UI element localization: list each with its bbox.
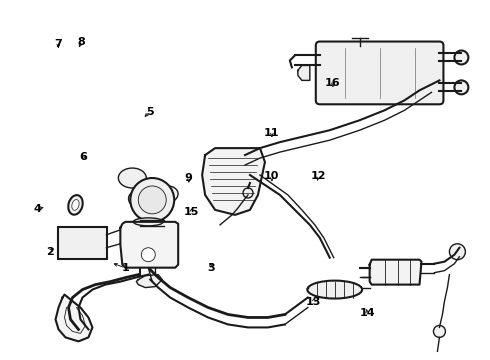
FancyBboxPatch shape xyxy=(316,41,443,104)
Polygon shape xyxy=(202,148,265,215)
Text: 13: 13 xyxy=(306,297,321,307)
Text: 7: 7 xyxy=(54,39,62,49)
Polygon shape xyxy=(121,222,178,268)
Text: 3: 3 xyxy=(207,263,215,273)
Polygon shape xyxy=(55,294,93,341)
Circle shape xyxy=(449,244,466,260)
Ellipse shape xyxy=(307,280,362,298)
Text: 5: 5 xyxy=(146,107,153,117)
Circle shape xyxy=(130,178,174,222)
Circle shape xyxy=(141,248,155,262)
Ellipse shape xyxy=(133,218,163,226)
Text: 4: 4 xyxy=(33,204,41,214)
Polygon shape xyxy=(369,260,421,285)
Text: 11: 11 xyxy=(264,129,280,138)
Circle shape xyxy=(454,50,468,64)
Polygon shape xyxy=(136,275,162,288)
Ellipse shape xyxy=(145,203,166,221)
Text: 10: 10 xyxy=(264,171,280,181)
Text: 16: 16 xyxy=(325,78,341,88)
Ellipse shape xyxy=(68,195,83,215)
Text: 8: 8 xyxy=(77,37,85,47)
Circle shape xyxy=(434,325,445,337)
Text: 9: 9 xyxy=(185,173,193,183)
Text: 1: 1 xyxy=(122,263,129,273)
Polygon shape xyxy=(298,66,310,80)
Ellipse shape xyxy=(152,186,178,204)
Circle shape xyxy=(243,188,253,198)
Text: 15: 15 xyxy=(184,207,199,217)
FancyBboxPatch shape xyxy=(57,227,107,259)
Ellipse shape xyxy=(128,191,152,209)
Text: 2: 2 xyxy=(46,247,53,257)
Text: 14: 14 xyxy=(359,308,375,318)
Text: 12: 12 xyxy=(311,171,326,181)
Ellipse shape xyxy=(119,168,147,188)
Circle shape xyxy=(138,186,166,214)
Ellipse shape xyxy=(72,199,79,210)
Text: 6: 6 xyxy=(79,152,87,162)
Circle shape xyxy=(454,80,468,94)
